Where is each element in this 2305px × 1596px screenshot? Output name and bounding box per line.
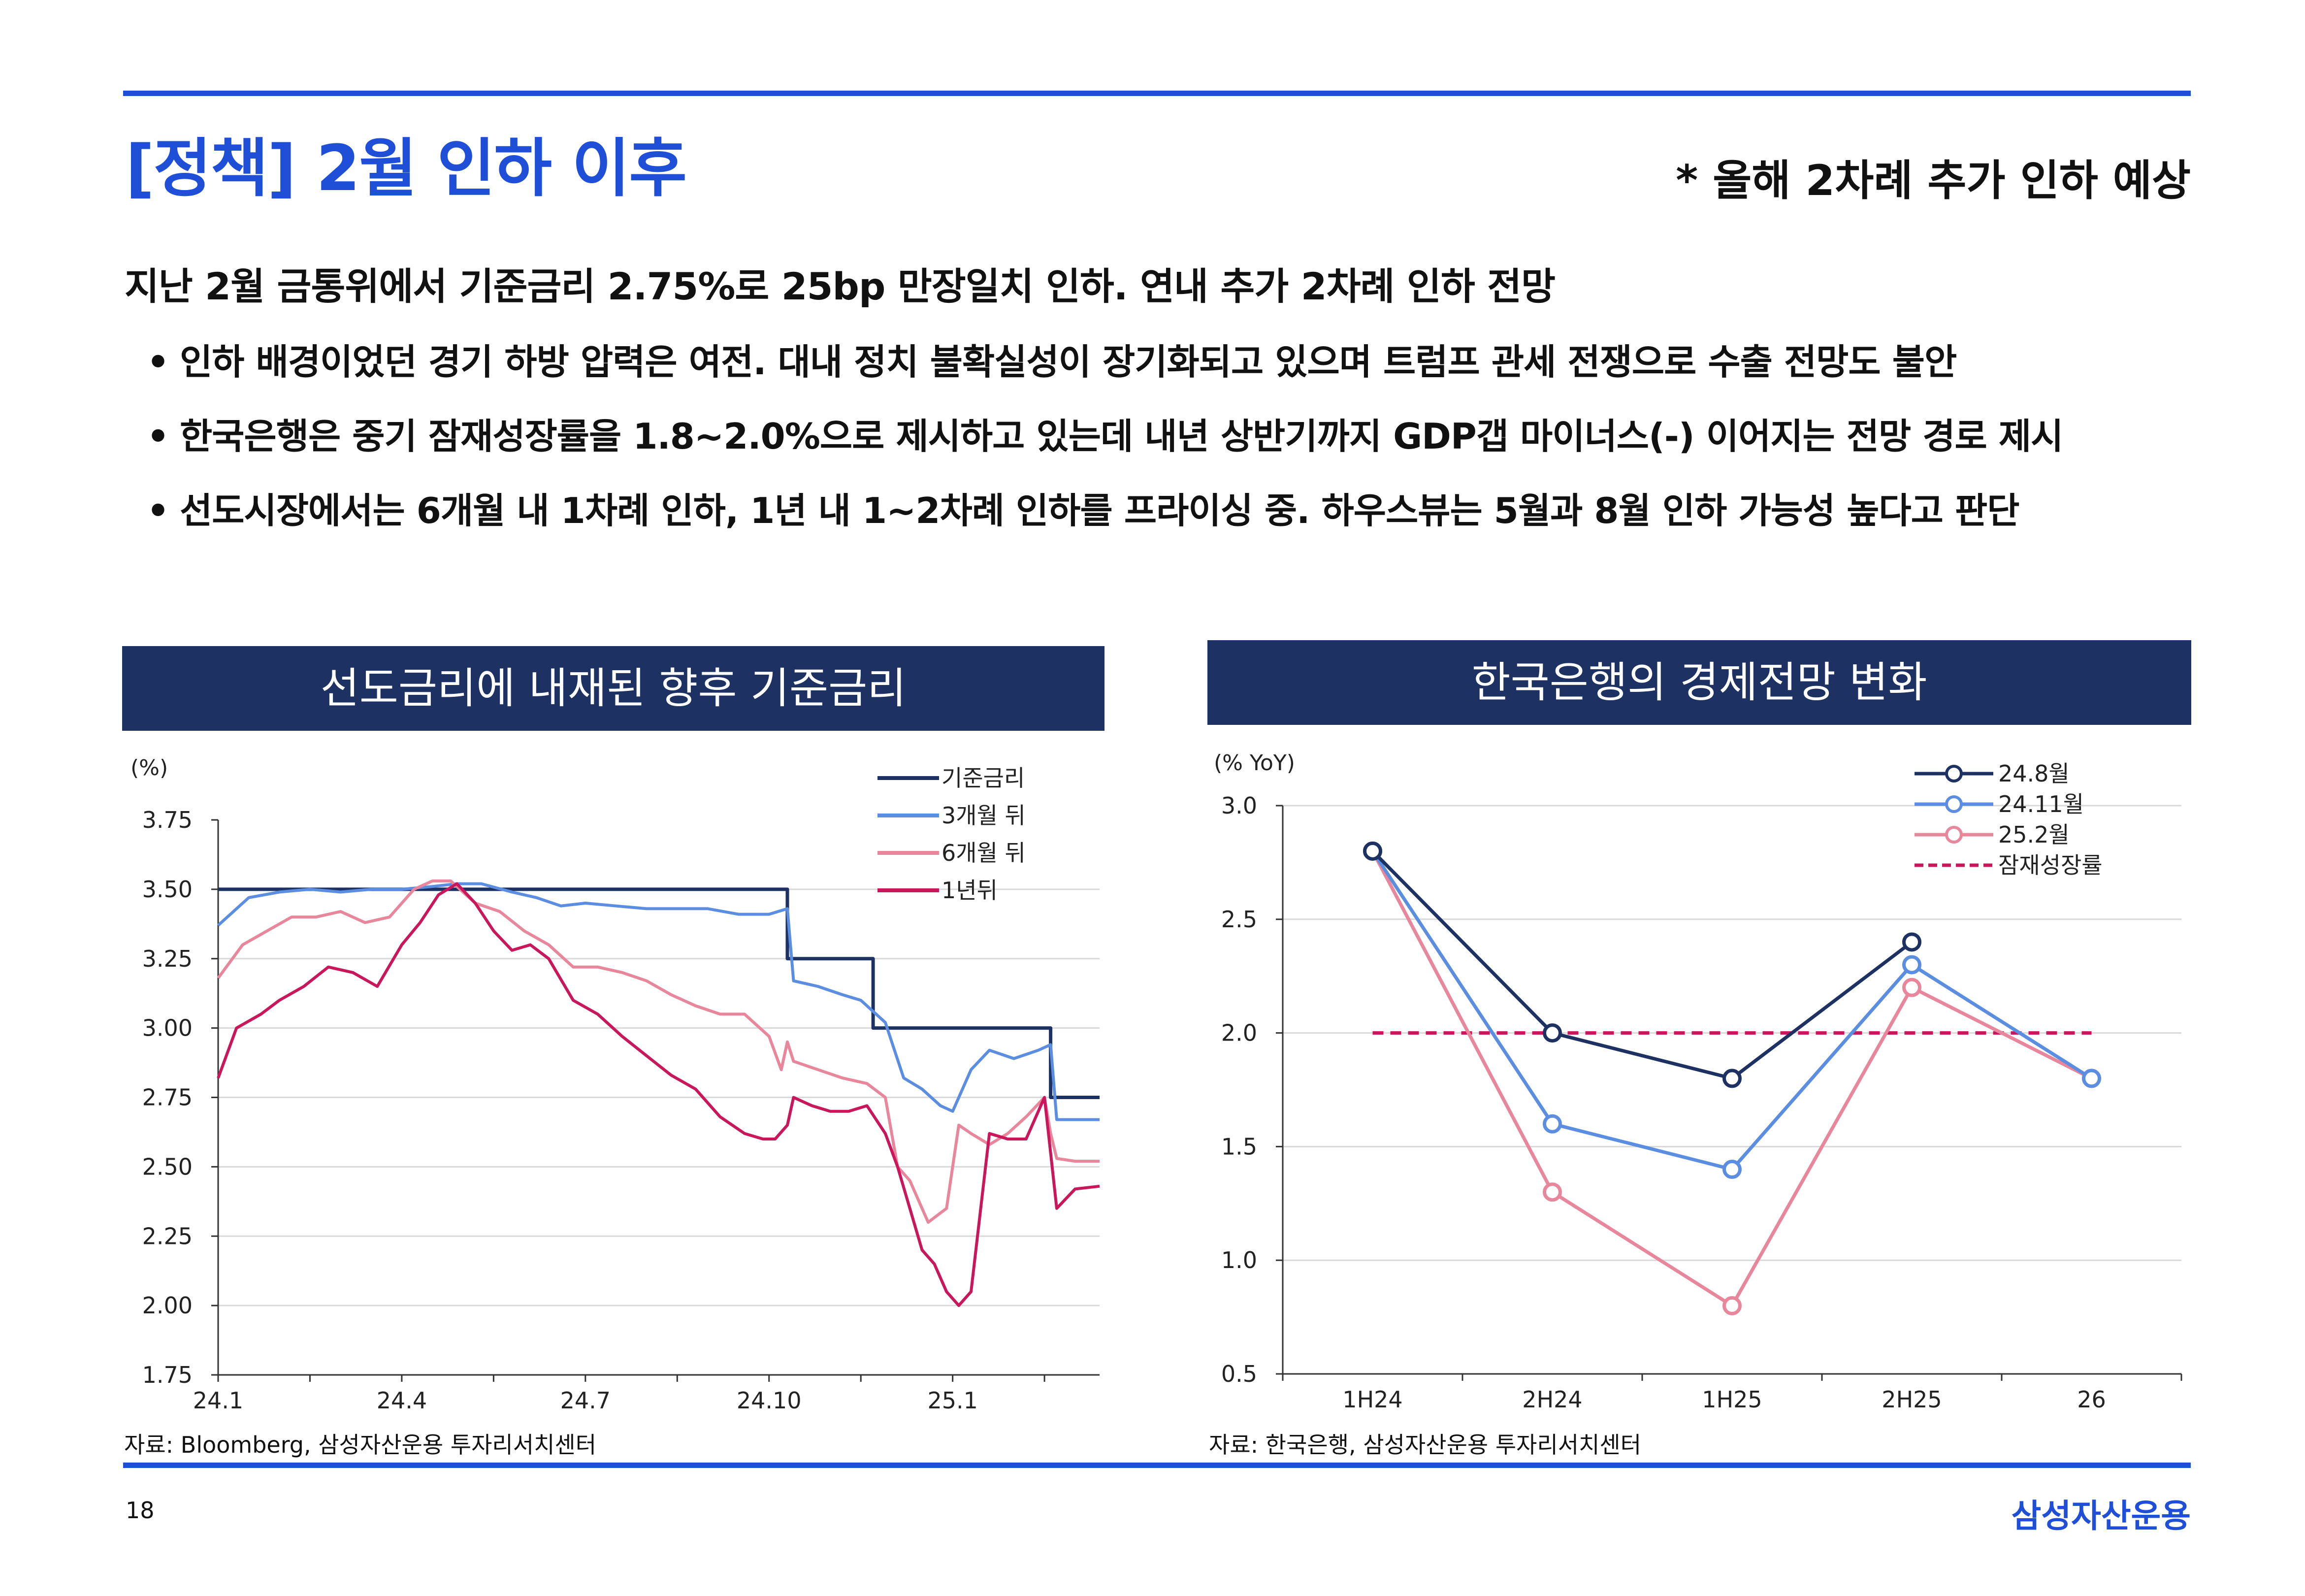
bullet-item: • 한국은행은 중기 잠재성장률을 1.8~2.0%으로 제시하고 있는데 내년 … — [147, 407, 2063, 459]
data-point — [1722, 1069, 1742, 1088]
chart2-unit-label: (% YoY) — [1214, 750, 1295, 776]
bullet-mark: • — [147, 490, 169, 531]
y-tick-label: 3.50 — [142, 876, 193, 903]
legend-label: 잠재성장률 — [1998, 852, 2103, 879]
page-number: 18 — [126, 1497, 155, 1524]
y-tick-label: 2.50 — [142, 1153, 193, 1180]
legend-label: 6개월 뒤 — [941, 840, 1026, 866]
x-tick-label: 2H24 — [1522, 1386, 1582, 1413]
bullet-text: 인하 배경이었던 경기 하방 압력은 여전. 대내 정치 불확실성이 장기화되고… — [180, 341, 1957, 383]
series-line-1 — [1371, 849, 1913, 1080]
data-point — [1722, 1296, 1742, 1316]
y-tick-label: 2.5 — [1221, 906, 1257, 933]
y-tick-label: 2.75 — [142, 1084, 193, 1111]
series-line-2 — [217, 882, 1100, 1121]
chart2-source: 자료: 한국은행, 삼성자산운용 투자리서치센터 — [1209, 1432, 1642, 1458]
x-tick-label: 2H25 — [1882, 1386, 1942, 1413]
chart1-unit-label: (%) — [130, 755, 168, 781]
series-line-3 — [217, 879, 1100, 1224]
brand-logo-text: 삼성자산운용 — [2011, 1497, 2191, 1535]
x-tick-label: 1H25 — [1702, 1386, 1762, 1413]
x-tick-label: 24.7 — [560, 1387, 611, 1414]
y-tick-label: 1.0 — [1221, 1247, 1257, 1273]
data-point — [1543, 1114, 1562, 1134]
y-tick-label: 3.25 — [142, 945, 193, 972]
y-tick-label: 3.0 — [1221, 792, 1257, 819]
bullet-text: 선도시장에서는 6개월 내 1차례 인하, 1년 내 1~2차례 인하를 프라이… — [180, 490, 2019, 531]
data-point — [1902, 932, 1921, 952]
y-tick-label: 0.5 — [1221, 1361, 1257, 1387]
legend-label: 3개월 뒤 — [941, 802, 1026, 829]
bullet-item: • 선도시장에서는 6개월 내 1차례 인하, 1년 내 1~2차례 인하를 프라… — [147, 482, 2019, 533]
legend-marker — [1945, 826, 1963, 844]
x-tick-label: 24.1 — [193, 1387, 243, 1414]
y-tick-label: 2.25 — [142, 1223, 193, 1249]
page-note: * 올해 2차례 추가 인하 예상 — [1676, 156, 2191, 205]
chart2-header: 한국은행의 경제전망 변화 — [1207, 640, 2191, 725]
x-tick-label: 1H24 — [1342, 1386, 1402, 1413]
data-point — [1543, 1023, 1562, 1043]
bullet-mark: • — [147, 416, 169, 457]
bottom-rule — [123, 1463, 2191, 1468]
y-tick-label: 3.75 — [142, 807, 193, 833]
chart1-header: 선도금리에 내재된 향후 기준금리 — [122, 646, 1104, 731]
data-point — [2082, 1069, 2101, 1088]
data-point — [1902, 955, 1921, 975]
legend-marker — [1945, 765, 1963, 782]
y-tick-label: 1.5 — [1221, 1133, 1257, 1160]
bullet-mark: • — [147, 341, 169, 383]
chart1-source: 자료: Bloomberg, 삼성자산운용 투자리서치센터 — [124, 1432, 597, 1458]
y-tick-label: 3.00 — [142, 1015, 193, 1042]
bullet-text: 한국은행은 중기 잠재성장률을 1.8~2.0%으로 제시하고 있는데 내년 상… — [180, 416, 2063, 457]
y-tick-label: 1.75 — [142, 1362, 193, 1388]
series-line-1 — [218, 887, 1100, 1099]
x-tick-label: 24.10 — [737, 1387, 802, 1414]
y-tick-label: 2.00 — [142, 1292, 193, 1319]
legend-marker — [1945, 795, 1963, 813]
legend-label: 기준금리 — [941, 765, 1025, 791]
y-tick-label: 2.0 — [1221, 1020, 1257, 1046]
data-point — [1543, 1182, 1562, 1202]
x-tick-label: 24.4 — [377, 1387, 427, 1414]
data-point — [1363, 841, 1382, 861]
series-line-4 — [217, 882, 1100, 1307]
legend-label: 24.8월 — [1998, 760, 2070, 787]
series-line-2 — [1371, 850, 2093, 1172]
data-point — [1722, 1160, 1742, 1179]
x-tick-label: 25.1 — [927, 1387, 977, 1414]
legend-label: 25.2월 — [1998, 821, 2070, 848]
page-title: [정책] 2월 인하 이후 — [126, 132, 687, 205]
x-tick-label: 26 — [2077, 1386, 2106, 1413]
data-point — [1902, 977, 1921, 997]
top-rule — [123, 91, 2191, 96]
legend-label: 24.11월 — [1998, 791, 2084, 817]
bullet-item: • 인하 배경이었던 경기 하방 압력은 여전. 대내 정치 불확실성이 장기화되… — [147, 333, 1957, 385]
summary-text: 지난 2월 금통위에서 기준금리 2.75%로 25bp 만장일치 인하. 연내… — [125, 264, 1556, 308]
legend-label: 1년뒤 — [941, 877, 998, 904]
